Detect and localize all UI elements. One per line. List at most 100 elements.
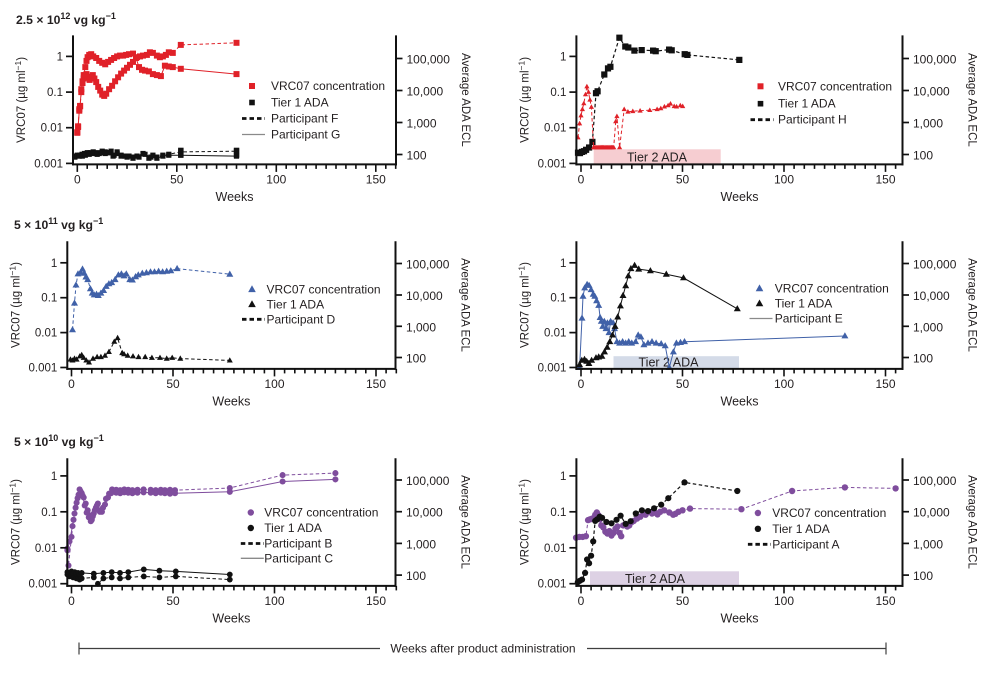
- svg-text:Tier 1 ADA: Tier 1 ADA: [775, 297, 833, 311]
- svg-text:100: 100: [913, 149, 933, 163]
- svg-text:10,000: 10,000: [913, 506, 950, 520]
- svg-text:100,000: 100,000: [913, 474, 957, 488]
- svg-text:1,000: 1,000: [406, 320, 436, 334]
- svg-text:2.5 × 1012 vg kg−1: 2.5 × 1012 vg kg−1: [16, 11, 116, 27]
- svg-text:Weeks: Weeks: [721, 394, 759, 408]
- svg-text:0.01: 0.01: [544, 543, 566, 555]
- svg-text:Average ADA ECL: Average ADA ECL: [459, 475, 471, 569]
- svg-text:0.01: 0.01: [544, 123, 566, 135]
- svg-text:1,000: 1,000: [407, 117, 437, 131]
- svg-text:VRC07 concentration: VRC07 concentration: [775, 281, 889, 295]
- svg-text:5 × 1010 vg kg−1: 5 × 1010 vg kg−1: [14, 433, 104, 449]
- svg-text:1,000: 1,000: [913, 320, 943, 334]
- svg-text:0.001: 0.001: [29, 579, 58, 591]
- svg-text:Weeks after product administra: Weeks after product administration: [390, 642, 575, 656]
- svg-text:VRC07 concentration: VRC07 concentration: [267, 282, 381, 296]
- svg-text:10,000: 10,000: [406, 289, 443, 303]
- svg-text:1: 1: [51, 471, 57, 483]
- svg-text:Weeks: Weeks: [721, 190, 759, 204]
- svg-text:150: 150: [366, 594, 386, 608]
- svg-text:VRC07 concentration: VRC07 concentration: [772, 506, 886, 520]
- svg-text:0.001: 0.001: [538, 158, 567, 170]
- svg-text:Weeks: Weeks: [216, 190, 254, 204]
- svg-text:Participant A: Participant A: [772, 537, 839, 551]
- svg-text:1,000: 1,000: [913, 537, 943, 551]
- svg-text:100,000: 100,000: [913, 258, 957, 272]
- svg-text:1: 1: [560, 51, 566, 63]
- svg-text:Participant C: Participant C: [264, 551, 333, 565]
- svg-text:150: 150: [875, 594, 895, 608]
- svg-text:0.1: 0.1: [550, 87, 566, 99]
- svg-text:0: 0: [578, 594, 585, 608]
- svg-text:0: 0: [578, 377, 585, 391]
- svg-text:Weeks: Weeks: [212, 611, 250, 625]
- svg-text:0.001: 0.001: [34, 158, 63, 170]
- svg-text:100: 100: [774, 594, 794, 608]
- svg-text:Tier 1 ADA: Tier 1 ADA: [778, 97, 836, 111]
- svg-text:100: 100: [913, 569, 933, 583]
- svg-text:100: 100: [264, 594, 284, 608]
- svg-text:Participant B: Participant B: [264, 537, 332, 551]
- svg-text:0.001: 0.001: [29, 363, 58, 375]
- svg-text:0.01: 0.01: [41, 123, 63, 135]
- svg-text:0.01: 0.01: [35, 328, 57, 340]
- svg-text:Participant F: Participant F: [271, 112, 338, 126]
- svg-text:Participant D: Participant D: [267, 312, 336, 326]
- svg-text:150: 150: [366, 172, 386, 186]
- svg-text:150: 150: [366, 377, 386, 391]
- svg-text:Average ADA ECL: Average ADA ECL: [966, 258, 978, 352]
- svg-text:100,000: 100,000: [406, 474, 450, 488]
- svg-text:1,000: 1,000: [913, 117, 943, 131]
- svg-text:Tier 2 ADA: Tier 2 ADA: [625, 572, 686, 586]
- svg-text:0.1: 0.1: [41, 293, 57, 305]
- svg-text:0: 0: [578, 172, 585, 186]
- svg-text:Tier 1 ADA: Tier 1 ADA: [264, 521, 322, 535]
- svg-text:1: 1: [560, 258, 566, 270]
- svg-text:50: 50: [676, 594, 690, 608]
- svg-text:VRC07 (µg ml−1): VRC07 (µg ml−1): [516, 57, 531, 143]
- svg-text:VRC07 (µg ml−1): VRC07 (µg ml−1): [7, 479, 22, 565]
- svg-text:1,000: 1,000: [406, 537, 436, 551]
- svg-text:VRC07 concentration: VRC07 concentration: [778, 79, 892, 93]
- svg-text:100: 100: [407, 149, 427, 163]
- svg-text:0.1: 0.1: [550, 293, 566, 305]
- svg-text:VRC07 (µg ml−1): VRC07 (µg ml−1): [516, 262, 531, 348]
- svg-text:VRC07 concentration: VRC07 concentration: [264, 506, 378, 520]
- svg-text:Average ADA ECL: Average ADA ECL: [966, 53, 978, 147]
- svg-text:0.1: 0.1: [550, 507, 566, 519]
- svg-text:100: 100: [406, 569, 426, 583]
- svg-text:Tier 1 ADA: Tier 1 ADA: [772, 522, 830, 536]
- svg-text:50: 50: [166, 377, 180, 391]
- svg-text:Weeks: Weeks: [212, 394, 250, 408]
- svg-text:0.01: 0.01: [544, 328, 566, 340]
- svg-text:150: 150: [875, 377, 895, 391]
- svg-text:Tier 1 ADA: Tier 1 ADA: [267, 297, 325, 311]
- svg-text:0.1: 0.1: [47, 87, 63, 99]
- svg-text:100: 100: [913, 352, 933, 366]
- svg-text:1: 1: [560, 471, 566, 483]
- svg-text:100,000: 100,000: [913, 53, 957, 67]
- svg-text:Participant E: Participant E: [775, 312, 843, 326]
- svg-text:150: 150: [875, 172, 895, 186]
- svg-text:0: 0: [68, 377, 75, 391]
- svg-text:100: 100: [774, 377, 794, 391]
- svg-text:Tier 1 ADA: Tier 1 ADA: [271, 96, 329, 110]
- svg-text:0.001: 0.001: [538, 363, 567, 375]
- svg-text:0.01: 0.01: [35, 543, 57, 555]
- svg-text:Participant G: Participant G: [271, 128, 340, 142]
- svg-text:VRC07 concentration: VRC07 concentration: [271, 79, 385, 93]
- svg-text:Average ADA ECL: Average ADA ECL: [966, 475, 978, 569]
- svg-text:0: 0: [68, 594, 75, 608]
- svg-text:100: 100: [406, 352, 426, 366]
- svg-text:100: 100: [266, 172, 286, 186]
- svg-text:VRC07 (µg ml−1): VRC07 (µg ml−1): [7, 262, 22, 348]
- svg-text:100: 100: [264, 377, 284, 391]
- svg-text:0.001: 0.001: [538, 579, 567, 591]
- svg-text:50: 50: [676, 377, 690, 391]
- svg-text:1: 1: [57, 51, 63, 63]
- svg-text:Average ADA ECL: Average ADA ECL: [459, 53, 471, 147]
- svg-text:50: 50: [676, 172, 690, 186]
- svg-text:50: 50: [170, 172, 184, 186]
- svg-text:VRC07 (µg ml−1): VRC07 (µg ml−1): [516, 479, 531, 565]
- svg-text:10,000: 10,000: [913, 85, 950, 99]
